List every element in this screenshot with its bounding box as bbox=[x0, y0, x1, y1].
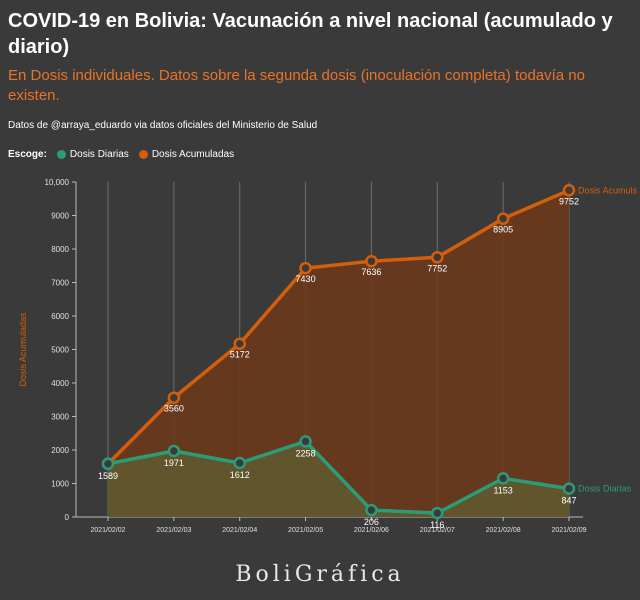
data-label-acumuladas: 8905 bbox=[493, 225, 513, 235]
point-acumuladas bbox=[431, 251, 444, 264]
point-diarias bbox=[365, 503, 378, 517]
y-tick-label: 2000 bbox=[51, 446, 69, 455]
point-acumuladas bbox=[233, 337, 246, 350]
x-tick-label: 2021/02/06 bbox=[354, 527, 389, 534]
y-tick-label: 4000 bbox=[51, 379, 69, 388]
data-label-acumuladas: 7752 bbox=[427, 263, 447, 273]
brand-logo-text: BoliGráfica bbox=[235, 562, 405, 587]
legend-text-acumuladas: Dosis Acumuladas bbox=[151, 148, 235, 160]
area-acumuladas bbox=[108, 190, 569, 518]
data-label-diarias: 1971 bbox=[164, 458, 184, 468]
point-diarias bbox=[101, 457, 115, 471]
point-diarias bbox=[233, 456, 246, 470]
legend-swatch-acumuladas bbox=[138, 149, 148, 159]
x-tick-label: 2021/02/08 bbox=[486, 527, 521, 534]
data-label-acumuladas: 3560 bbox=[164, 404, 184, 414]
data-label-acumuladas: 7636 bbox=[361, 267, 381, 277]
point-diarias bbox=[431, 506, 444, 520]
series-label-diarias: Dosis Diarias bbox=[578, 484, 632, 494]
data-label-diarias: 116 bbox=[430, 520, 444, 530]
y-tick-label: 0 bbox=[65, 513, 70, 522]
data-label-diarias: 1589 bbox=[98, 471, 118, 481]
point-diarias bbox=[496, 472, 510, 485]
x-tick-label: 2021/02/09 bbox=[551, 527, 586, 534]
y-tick-label: 6000 bbox=[51, 312, 69, 321]
data-label-acumuladas: 5172 bbox=[230, 350, 250, 360]
x-tick-label: 2021/02/02 bbox=[90, 527, 125, 534]
point-acumuladas bbox=[299, 261, 312, 275]
x-tick-label: 2021/02/07 bbox=[420, 527, 455, 534]
point-acumuladas bbox=[562, 184, 576, 197]
data-label-diarias: 206 bbox=[364, 517, 379, 527]
x-tick-label: 2021/02/04 bbox=[222, 527, 257, 534]
y-tick-label: 5000 bbox=[51, 346, 69, 355]
series-line-acumuladas bbox=[106, 188, 570, 466]
y-axis-label: Dosis Acumuladas bbox=[18, 312, 28, 387]
y-tick-label: 10,000 bbox=[45, 178, 70, 187]
y-tick-label: 1000 bbox=[51, 480, 69, 489]
page-title: COVID-19 en Bolivia: Vacunación a nivel … bbox=[8, 10, 613, 58]
data-label-acumuladas: 9752 bbox=[559, 196, 579, 206]
point-diarias bbox=[167, 444, 181, 458]
series-label-acumuladas: Dosis Acumuls bbox=[578, 185, 638, 195]
point-acumuladas bbox=[496, 212, 510, 225]
y-tick-label: 9000 bbox=[51, 212, 69, 221]
data-label-diarias: 847 bbox=[561, 496, 576, 506]
legend-item-acumuladas[interactable]: Dosis Acumuladas bbox=[138, 148, 235, 160]
data-label-diarias: 1612 bbox=[230, 470, 250, 480]
point-diarias bbox=[562, 482, 576, 495]
point-diarias bbox=[299, 435, 312, 448]
data-label-diarias: 1153 bbox=[493, 485, 512, 495]
source-note: Datos de @arraya_eduardo via datos ofici… bbox=[8, 120, 318, 131]
series-line-diarias bbox=[107, 439, 570, 515]
point-acumuladas bbox=[365, 254, 378, 268]
legend-text-diarias: Dosis Diarias bbox=[69, 148, 129, 160]
x-tick-label: 2021/02/03 bbox=[156, 527, 191, 534]
y-tick-label: 8000 bbox=[51, 245, 69, 254]
x-tick-label: 2021/02/05 bbox=[288, 527, 323, 534]
legend: Escoge: Dosis Diarias Dosis Acumuladas bbox=[8, 146, 244, 162]
page-subtitle: En Dosis individuales. Datos sobre la se… bbox=[8, 67, 585, 104]
chart: 0 1000 2000 3000 4000 5000 6000 7000 8000 9000 10,… bbox=[18, 178, 638, 534]
y-tick-label: 3000 bbox=[51, 413, 69, 422]
data-label-diarias: 2258 bbox=[296, 448, 316, 458]
legend-item-diarias[interactable]: Dosis Diarias bbox=[56, 148, 129, 160]
legend-swatch-diarias bbox=[56, 149, 66, 159]
data-label-acumuladas: 7430 bbox=[296, 274, 316, 284]
y-tick-label: 7000 bbox=[51, 279, 69, 288]
legend-label: Escoge: bbox=[8, 148, 47, 160]
point-acumuladas bbox=[167, 391, 181, 404]
